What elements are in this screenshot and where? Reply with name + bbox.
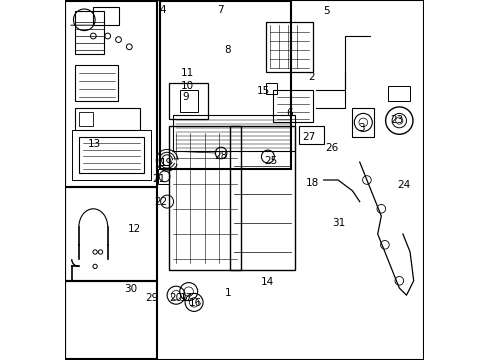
Bar [298, 126, 323, 144]
Text: 3: 3 [357, 123, 364, 133]
Text: 4: 4 [160, 5, 166, 15]
Text: 22: 22 [154, 197, 167, 207]
Bar [168, 83, 208, 119]
Bar [352, 108, 373, 137]
Text: 14: 14 [260, 277, 273, 287]
Bar [75, 108, 140, 130]
Text: 31: 31 [332, 218, 345, 228]
Text: 15: 15 [256, 86, 270, 96]
Text: 13: 13 [87, 139, 101, 149]
Text: 10: 10 [181, 81, 194, 91]
Text: 29: 29 [145, 293, 158, 303]
Text: 7: 7 [217, 5, 223, 15]
Bar [75, 11, 104, 54]
Bar [65, 1, 157, 187]
Text: 21: 21 [152, 174, 165, 184]
Bar [168, 126, 241, 270]
Text: 11: 11 [181, 68, 194, 78]
Text: 20: 20 [168, 293, 182, 303]
Text: 16: 16 [188, 298, 202, 309]
Text: 26: 26 [325, 143, 338, 153]
Bar [265, 83, 276, 94]
Bar [158, 169, 168, 184]
Bar [265, 22, 312, 72]
Text: 6: 6 [285, 108, 292, 118]
Text: 12: 12 [127, 224, 141, 234]
Bar [273, 90, 312, 122]
Bar [172, 115, 294, 151]
Text: 19: 19 [160, 158, 173, 168]
Text: 28: 28 [213, 151, 226, 161]
Bar [72, 130, 151, 180]
Text: 23: 23 [389, 114, 403, 125]
Bar [93, 7, 118, 25]
Text: 5: 5 [323, 6, 329, 16]
Text: 2: 2 [307, 72, 314, 82]
Text: 24: 24 [397, 180, 410, 190]
Text: 1: 1 [224, 288, 231, 298]
Text: 25: 25 [263, 156, 277, 166]
Bar [75, 65, 118, 101]
Bar [79, 137, 143, 173]
Text: 27: 27 [301, 132, 315, 142]
Text: 18: 18 [305, 178, 318, 188]
Text: 9: 9 [182, 92, 188, 102]
Bar [387, 86, 409, 101]
Text: 8: 8 [224, 45, 230, 55]
Bar [65, 187, 157, 281]
Bar [179, 90, 197, 112]
Text: 30: 30 [123, 284, 137, 294]
Bar [160, 1, 291, 169]
Bar [230, 126, 294, 270]
Bar [65, 281, 157, 359]
Bar [79, 112, 93, 126]
Text: 17: 17 [180, 293, 193, 303]
